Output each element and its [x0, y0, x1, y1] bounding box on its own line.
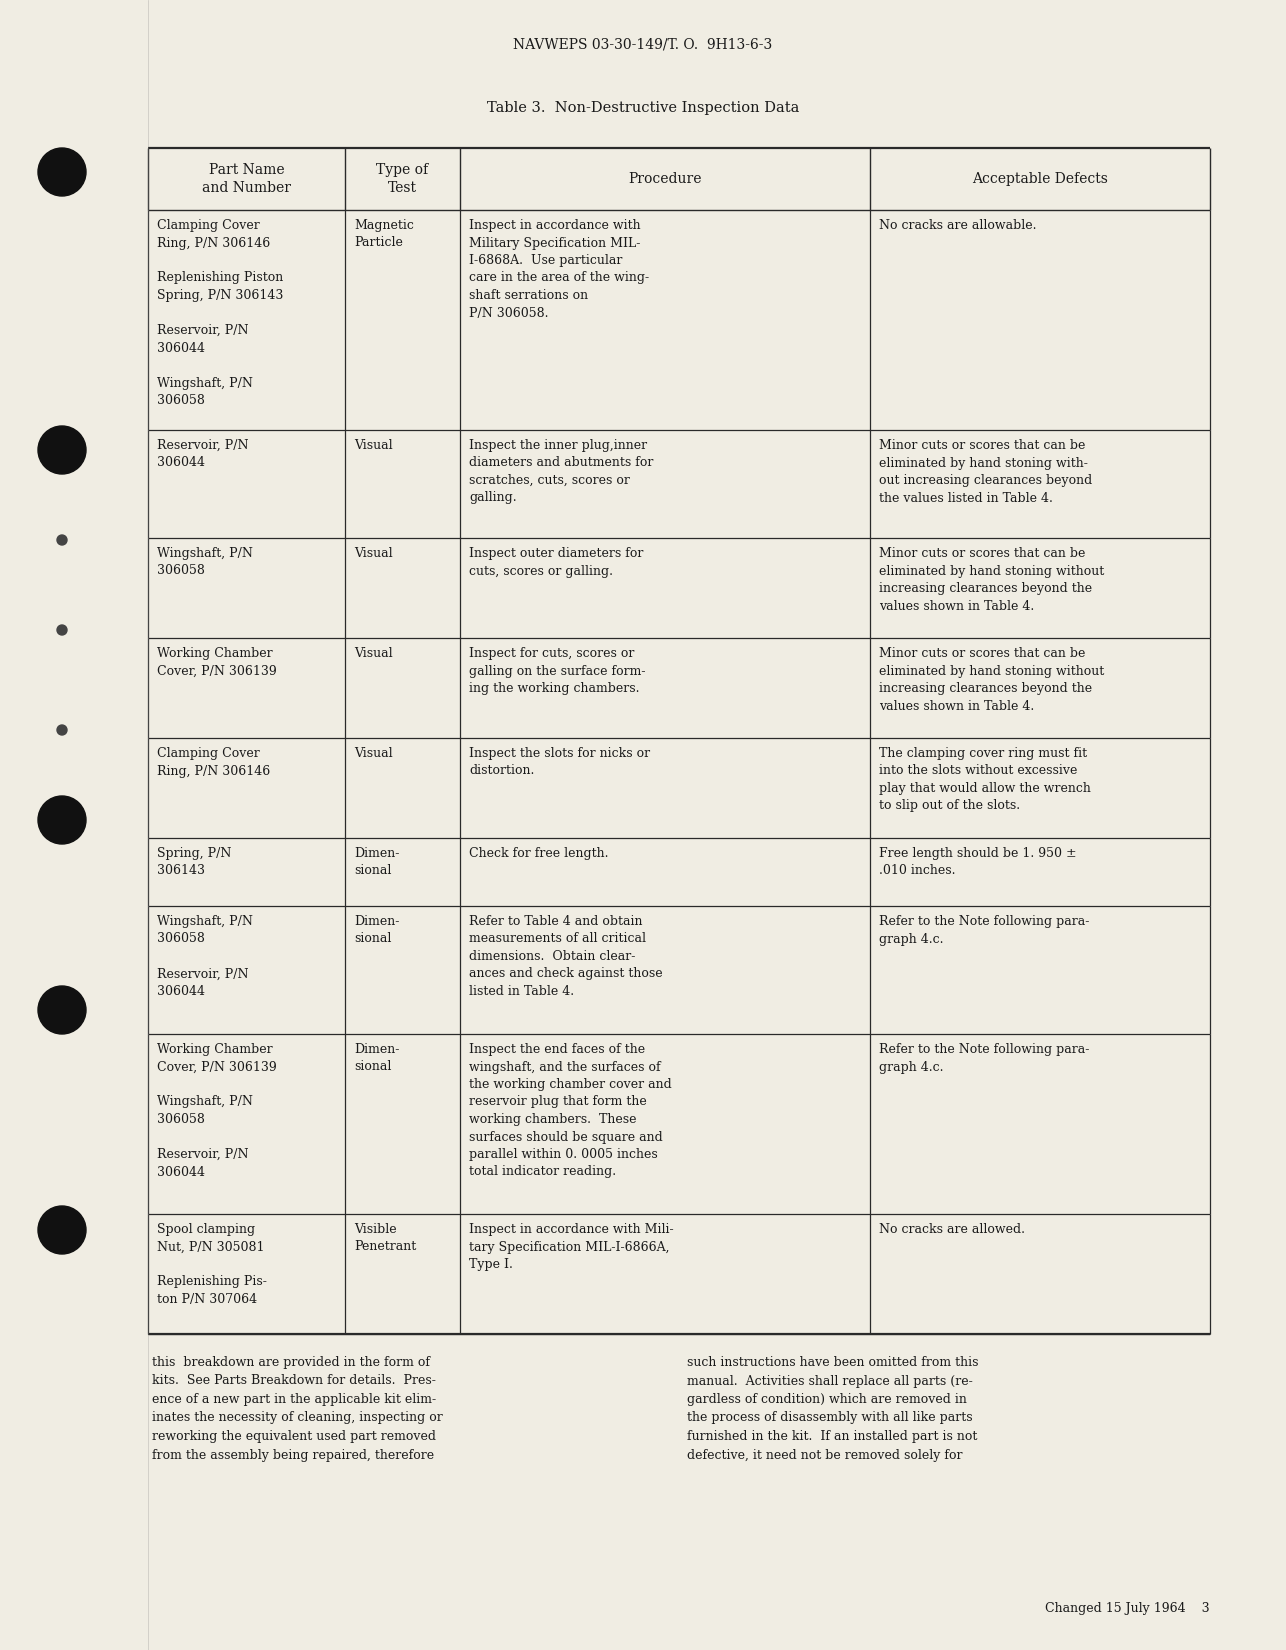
Circle shape: [39, 987, 86, 1035]
Text: Working Chamber
Cover, P/N 306139: Working Chamber Cover, P/N 306139: [157, 647, 276, 678]
Circle shape: [39, 426, 86, 474]
Text: Inspect in accordance with
Military Specification MIL-
I-6868A.  Use particular
: Inspect in accordance with Military Spec…: [469, 219, 649, 320]
Text: Minor cuts or scores that can be
eliminated by hand stoning without
increasing c: Minor cuts or scores that can be elimina…: [880, 548, 1105, 612]
Circle shape: [39, 1206, 86, 1254]
Text: No cracks are allowed.: No cracks are allowed.: [880, 1223, 1025, 1236]
Text: Free length should be 1. 950 ±
.010 inches.: Free length should be 1. 950 ± .010 inch…: [880, 846, 1076, 878]
Text: Changed 15 July 1964    3: Changed 15 July 1964 3: [1046, 1602, 1210, 1615]
Circle shape: [57, 724, 67, 734]
Text: Inspect the end faces of the
wingshaft, and the surfaces of
the working chamber : Inspect the end faces of the wingshaft, …: [469, 1043, 671, 1178]
Text: Refer to the Note following para-
graph 4.c.: Refer to the Note following para- graph …: [880, 916, 1089, 945]
Text: this  breakdown are provided in the form of
kits.  See Parts Breakdown for detai: this breakdown are provided in the form …: [152, 1356, 442, 1462]
Text: Dimen-
sional: Dimen- sional: [354, 846, 400, 878]
Text: Type of
Test: Type of Test: [377, 163, 428, 195]
Text: Wingshaft, P/N
306058: Wingshaft, P/N 306058: [157, 548, 253, 578]
Text: Table 3.  Non-Destructive Inspection Data: Table 3. Non-Destructive Inspection Data: [487, 101, 799, 116]
Text: Inspect outer diameters for
cuts, scores or galling.: Inspect outer diameters for cuts, scores…: [469, 548, 643, 578]
Text: Working Chamber
Cover, P/N 306139

Wingshaft, P/N
306058

Reservoir, P/N
306044: Working Chamber Cover, P/N 306139 Wingsh…: [157, 1043, 276, 1178]
Text: Inspect for cuts, scores or
galling on the surface form-
ing the working chamber: Inspect for cuts, scores or galling on t…: [469, 647, 646, 695]
Text: NAVWEPS 03-30-149/T. O.  9H13-6-3: NAVWEPS 03-30-149/T. O. 9H13-6-3: [513, 36, 773, 51]
Text: Minor cuts or scores that can be
eliminated by hand stoning with-
out increasing: Minor cuts or scores that can be elimina…: [880, 439, 1092, 505]
Text: Inspect the inner plug,inner
diameters and abutments for
scratches, cuts, scores: Inspect the inner plug,inner diameters a…: [469, 439, 653, 505]
Text: Minor cuts or scores that can be
eliminated by hand stoning without
increasing c: Minor cuts or scores that can be elimina…: [880, 647, 1105, 713]
Circle shape: [57, 625, 67, 635]
Text: Wingshaft, P/N
306058

Reservoir, P/N
306044: Wingshaft, P/N 306058 Reservoir, P/N 306…: [157, 916, 253, 998]
Text: Dimen-
sional: Dimen- sional: [354, 916, 400, 945]
Text: Spring, P/N
306143: Spring, P/N 306143: [157, 846, 231, 878]
Text: Visual: Visual: [354, 747, 392, 761]
Text: such instructions have been omitted from this
manual.  Activities shall replace : such instructions have been omitted from…: [687, 1356, 979, 1462]
Text: Acceptable Defects: Acceptable Defects: [972, 172, 1109, 186]
Text: Visual: Visual: [354, 439, 392, 452]
Text: Inspect the slots for nicks or
distortion.: Inspect the slots for nicks or distortio…: [469, 747, 651, 777]
Text: Visual: Visual: [354, 647, 392, 660]
Text: Visible
Penetrant: Visible Penetrant: [354, 1223, 417, 1254]
Text: Inspect in accordance with Mili-
tary Specification MIL-I-6866A,
Type I.: Inspect in accordance with Mili- tary Sp…: [469, 1223, 674, 1271]
Text: Dimen-
sional: Dimen- sional: [354, 1043, 400, 1074]
Text: Check for free length.: Check for free length.: [469, 846, 608, 860]
Circle shape: [39, 148, 86, 196]
Circle shape: [57, 535, 67, 544]
Text: Part Name
and Number: Part Name and Number: [202, 163, 291, 195]
Text: Refer to Table 4 and obtain
measurements of all critical
dimensions.  Obtain cle: Refer to Table 4 and obtain measurements…: [469, 916, 662, 998]
Text: No cracks are allowable.: No cracks are allowable.: [880, 219, 1037, 233]
Text: Clamping Cover
Ring, P/N 306146: Clamping Cover Ring, P/N 306146: [157, 747, 270, 777]
Text: Procedure: Procedure: [629, 172, 702, 186]
Text: Magnetic
Particle: Magnetic Particle: [354, 219, 414, 249]
Circle shape: [39, 795, 86, 845]
Text: Visual: Visual: [354, 548, 392, 559]
Text: Spool clamping
Nut, P/N 305081

Replenishing Pis-
ton P/N 307064: Spool clamping Nut, P/N 305081 Replenish…: [157, 1223, 267, 1307]
Text: Clamping Cover
Ring, P/N 306146

Replenishing Piston
Spring, P/N 306143

Reservo: Clamping Cover Ring, P/N 306146 Replenis…: [157, 219, 283, 408]
Text: Reservoir, P/N
306044: Reservoir, P/N 306044: [157, 439, 248, 470]
Text: The clamping cover ring must fit
into the slots without excessive
play that woul: The clamping cover ring must fit into th…: [880, 747, 1091, 812]
Text: Refer to the Note following para-
graph 4.c.: Refer to the Note following para- graph …: [880, 1043, 1089, 1074]
